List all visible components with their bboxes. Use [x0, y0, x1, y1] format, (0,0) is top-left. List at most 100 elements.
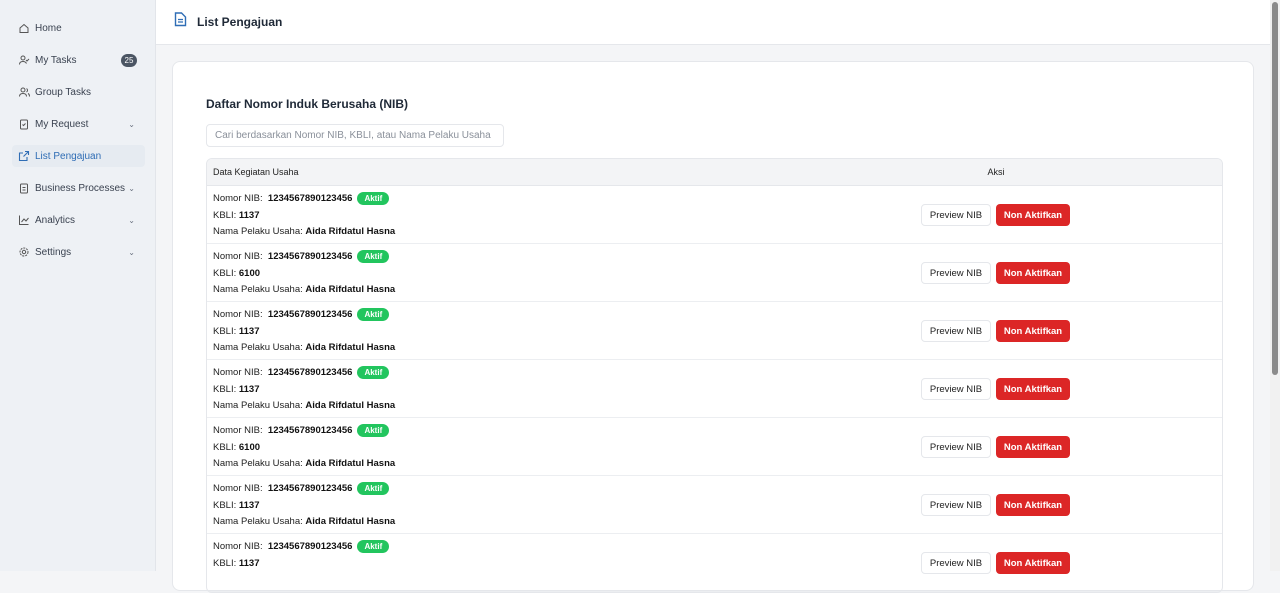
sidebar-item-label: Analytics	[35, 214, 76, 226]
nib-label: Nomor NIB:	[213, 193, 263, 204]
non-aktifkan-button[interactable]: Non Aktifkan	[996, 378, 1070, 400]
nib-line: Nomor NIB: 1234567890123456 Aktif	[213, 308, 390, 321]
non-aktifkan-button[interactable]: Non Aktifkan	[996, 320, 1070, 342]
sidebar-item-home[interactable]: Home	[12, 17, 145, 39]
preview-nib-button[interactable]: Preview NIB	[921, 378, 991, 400]
sidebar-item-label: Settings	[35, 246, 72, 258]
sidebar-item-label: My Tasks	[35, 54, 77, 66]
chevron-down-icon[interactable]: ⌄	[128, 247, 135, 257]
kbli-line: KBLI: 1137	[213, 558, 260, 569]
nib-line: Nomor NIB: 1234567890123456 Aktif	[213, 424, 390, 437]
nama-value: Aida Rifdatul Hasna	[305, 516, 396, 527]
table-row: Nomor NIB: 1234567890123456 Aktif KBLI: 1…	[207, 476, 1222, 534]
kbli-label: KBLI:	[213, 210, 237, 221]
scrollbar[interactable]	[1270, 0, 1280, 571]
nib-label: Nomor NIB:	[213, 309, 263, 320]
sidebar-item-analytics[interactable]: Analytics ⌄	[12, 209, 145, 231]
column-header-aksi: Aksi	[987, 167, 1005, 177]
nib-value: 1234567890123456	[267, 309, 353, 320]
kbli-line: KBLI: 1137	[213, 326, 260, 337]
nama-value: Aida Rifdatul Hasna	[305, 342, 396, 353]
nama-value: Aida Rifdatul Hasna	[305, 458, 396, 469]
nama-line: Nama Pelaku Usaha: Aida Rifdatul Hasna	[213, 458, 395, 469]
gear-icon	[18, 246, 30, 258]
nib-line: Nomor NIB: 1234567890123456 Aktif	[213, 540, 390, 553]
nib-line: Nomor NIB: 1234567890123456 Aktif	[213, 366, 390, 379]
preview-nib-button[interactable]: Preview NIB	[921, 204, 991, 226]
non-aktifkan-button[interactable]: Non Aktifkan	[996, 494, 1070, 516]
table-header: Data Kegiatan Usaha Aksi	[207, 159, 1222, 186]
sidebar-item-business-processes[interactable]: Business Processes ⌄	[12, 177, 145, 199]
nib-line: Nomor NIB: 1234567890123456 Aktif	[213, 192, 390, 205]
sidebar-item-label: List Pengajuan	[35, 150, 102, 162]
nib-label: Nomor NIB:	[213, 483, 263, 494]
kbli-label: KBLI:	[213, 326, 237, 337]
status-badge: Aktif	[357, 250, 390, 263]
user-check-icon	[18, 54, 30, 66]
nama-line: Nama Pelaku Usaha: Aida Rifdatul Hasna	[213, 342, 395, 353]
status-badge: Aktif	[357, 308, 390, 321]
task-count-badge: 25	[121, 53, 137, 67]
chevron-down-icon[interactable]: ⌄	[128, 183, 135, 193]
status-badge: Aktif	[357, 192, 390, 205]
status-badge: Aktif	[357, 540, 390, 553]
kbli-label: KBLI:	[213, 268, 237, 279]
kbli-line: KBLI: 1137	[213, 500, 260, 511]
nib-label: Nomor NIB:	[213, 541, 263, 552]
nama-label: Nama Pelaku Usaha:	[213, 226, 303, 237]
sidebar-item-group-tasks[interactable]: Group Tasks	[12, 81, 145, 103]
kbli-label: KBLI:	[213, 558, 237, 569]
scrollbar-thumb[interactable]	[1272, 2, 1278, 375]
preview-nib-button[interactable]: Preview NIB	[921, 436, 991, 458]
nama-label: Nama Pelaku Usaha:	[213, 516, 303, 527]
non-aktifkan-button[interactable]: Non Aktifkan	[996, 262, 1070, 284]
nama-label: Nama Pelaku Usaha:	[213, 400, 303, 411]
chevron-down-icon[interactable]: ⌄	[128, 215, 135, 225]
nib-card: Daftar Nomor Induk Berusaha (NIB) Data K…	[172, 61, 1254, 593]
nib-line: Nomor NIB: 1234567890123456 Aktif	[213, 482, 390, 495]
kbli-line: KBLI: 6100	[213, 268, 260, 279]
external-link-icon	[18, 150, 30, 162]
sidebar-item-label: Home	[35, 22, 62, 34]
status-badge: Aktif	[357, 366, 390, 379]
nama-line: Nama Pelaku Usaha: Aida Rifdatul Hasna	[213, 226, 395, 237]
kbli-line: KBLI: 1137	[213, 210, 260, 221]
kbli-value: 1137	[238, 326, 260, 337]
sidebar-item-settings[interactable]: Settings ⌄	[12, 241, 145, 263]
non-aktifkan-button[interactable]: Non Aktifkan	[996, 204, 1070, 226]
table-row: Nomor NIB: 1234567890123456 Aktif KBLI: 6…	[207, 418, 1222, 476]
nama-label: Nama Pelaku Usaha:	[213, 458, 303, 469]
non-aktifkan-button[interactable]: Non Aktifkan	[996, 552, 1070, 574]
nama-label: Nama Pelaku Usaha:	[213, 284, 303, 295]
preview-nib-button[interactable]: Preview NIB	[921, 320, 991, 342]
sidebar-item-list-pengajuan[interactable]: List Pengajuan	[12, 145, 145, 167]
sidebar-item-my-tasks[interactable]: My Tasks 25	[12, 49, 145, 71]
sidebar-item-label: My Request	[35, 118, 89, 130]
preview-nib-button[interactable]: Preview NIB	[921, 262, 991, 284]
table-row: Nomor NIB: 1234567890123456 Aktif KBLI: 1…	[207, 360, 1222, 418]
status-badge: Aktif	[357, 424, 390, 437]
nib-value: 1234567890123456	[267, 483, 353, 494]
kbli-value: 1137	[238, 500, 260, 511]
search-input[interactable]	[206, 124, 504, 147]
page-header: List Pengajuan	[156, 0, 1270, 45]
nama-value: Aida Rifdatul Hasna	[305, 284, 396, 295]
kbli-line: KBLI: 1137	[213, 384, 260, 395]
nama-value: Aida Rifdatul Hasna	[305, 400, 396, 411]
clipboard-icon	[18, 118, 30, 130]
document-icon	[174, 12, 187, 32]
non-aktifkan-button[interactable]: Non Aktifkan	[996, 436, 1070, 458]
chevron-down-icon[interactable]: ⌄	[128, 119, 135, 129]
nama-label: Nama Pelaku Usaha:	[213, 342, 303, 353]
nib-label: Nomor NIB:	[213, 251, 263, 262]
sidebar-item-my-request[interactable]: My Request ⌄	[12, 113, 145, 135]
table-row: Nomor NIB: 1234567890123456 Aktif KBLI: 1…	[207, 302, 1222, 360]
nama-line: Nama Pelaku Usaha: Aida Rifdatul Hasna	[213, 284, 395, 295]
kbli-value: 1137	[238, 210, 260, 221]
sidebar-item-label: Business Processes	[35, 182, 126, 194]
preview-nib-button[interactable]: Preview NIB	[921, 494, 991, 516]
nib-label: Nomor NIB:	[213, 425, 263, 436]
table-row: Nomor NIB: 1234567890123456 Aktif KBLI: 1…	[207, 534, 1222, 592]
table-row: Nomor NIB: 1234567890123456 Aktif KBLI: 1…	[207, 186, 1222, 244]
kbli-value: 6100	[238, 268, 261, 279]
